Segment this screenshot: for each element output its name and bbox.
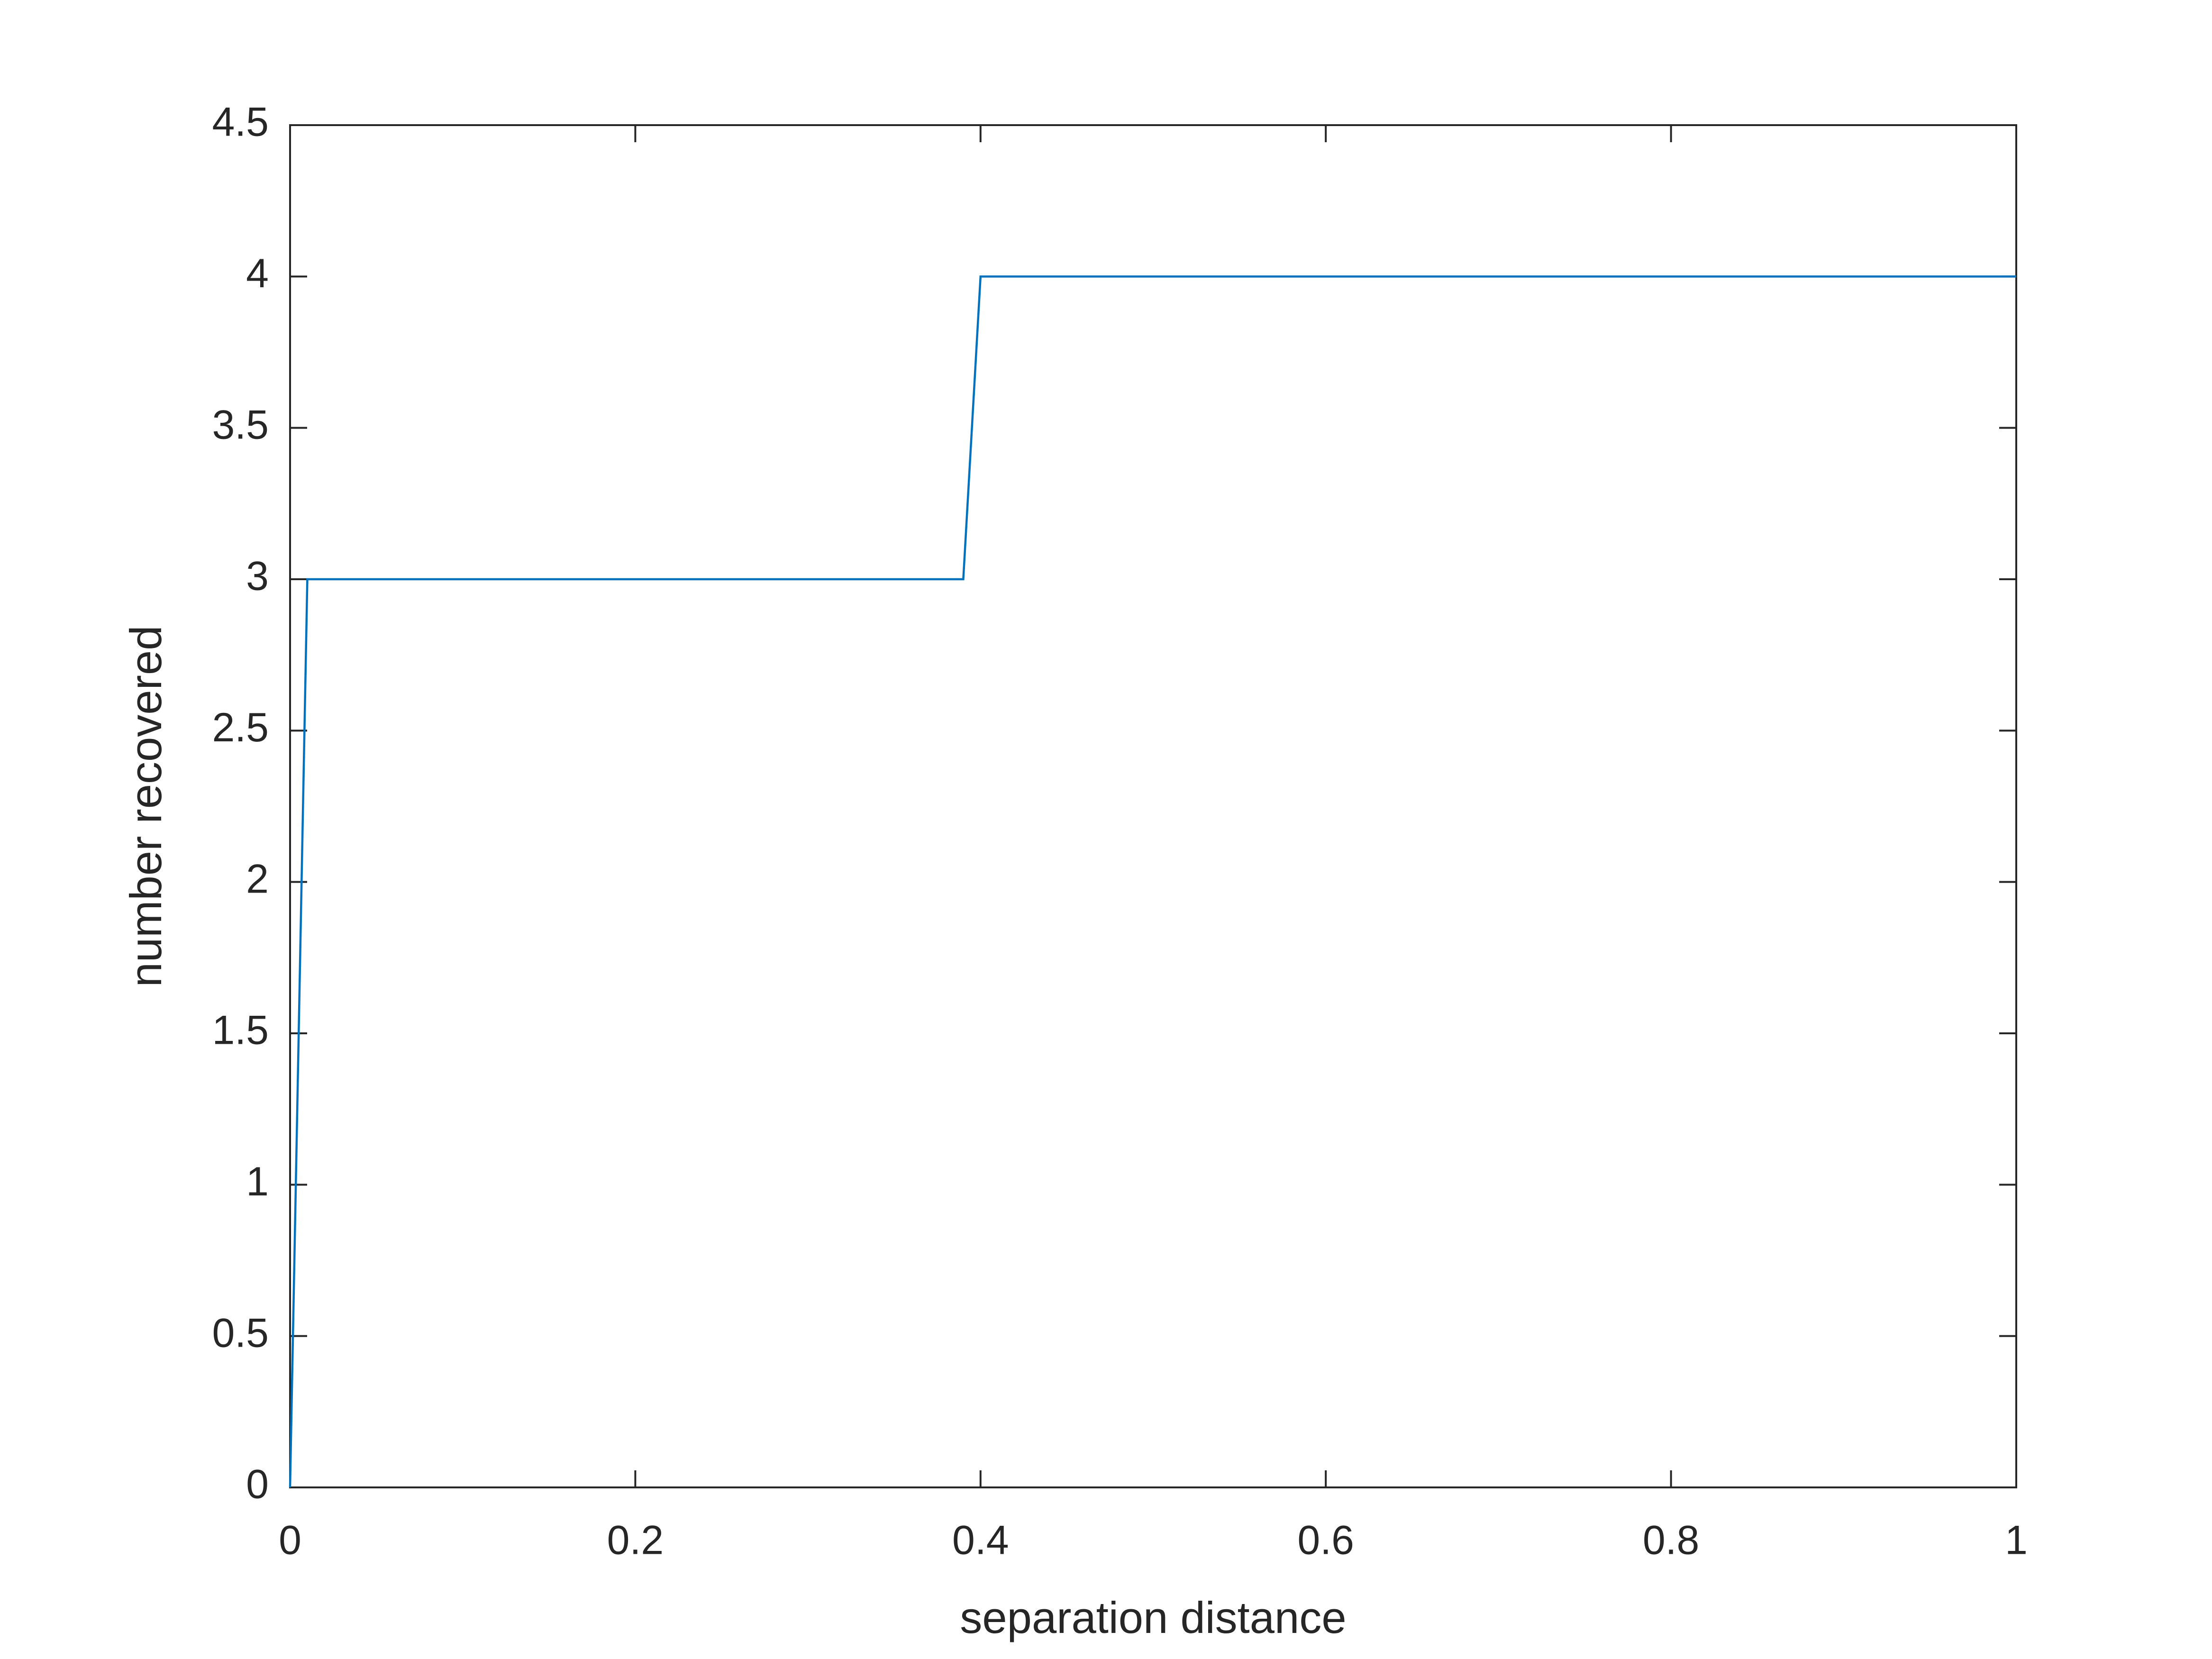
x-tick-label: 0.6 bbox=[1297, 1518, 1354, 1563]
x-tick-label: 1 bbox=[2005, 1518, 2028, 1563]
y-tick-label: 0.5 bbox=[212, 1310, 269, 1356]
y-axis-label: number recovered bbox=[121, 626, 171, 987]
x-tick-label: 0.4 bbox=[952, 1518, 1009, 1563]
x-axis-label: separation distance bbox=[960, 1593, 1346, 1642]
x-tick-label: 0.2 bbox=[607, 1518, 664, 1563]
y-tick-label: 4.5 bbox=[212, 100, 269, 145]
y-tick-label: 3.5 bbox=[212, 402, 269, 447]
plot-frame bbox=[289, 124, 2017, 1488]
y-tick-label: 3 bbox=[246, 554, 269, 599]
x-tick-label: 0 bbox=[279, 1518, 301, 1563]
y-tick-label: 0 bbox=[246, 1462, 269, 1507]
data-line bbox=[289, 275, 2016, 1488]
y-tick-label: 2.5 bbox=[212, 705, 269, 750]
y-tick-label: 4 bbox=[246, 251, 269, 296]
y-tick-label: 1 bbox=[246, 1159, 269, 1204]
y-tick-label: 2 bbox=[246, 856, 269, 902]
y-tick-label: 1.5 bbox=[212, 1008, 269, 1053]
x-tick-label: 0.8 bbox=[1643, 1518, 1700, 1563]
